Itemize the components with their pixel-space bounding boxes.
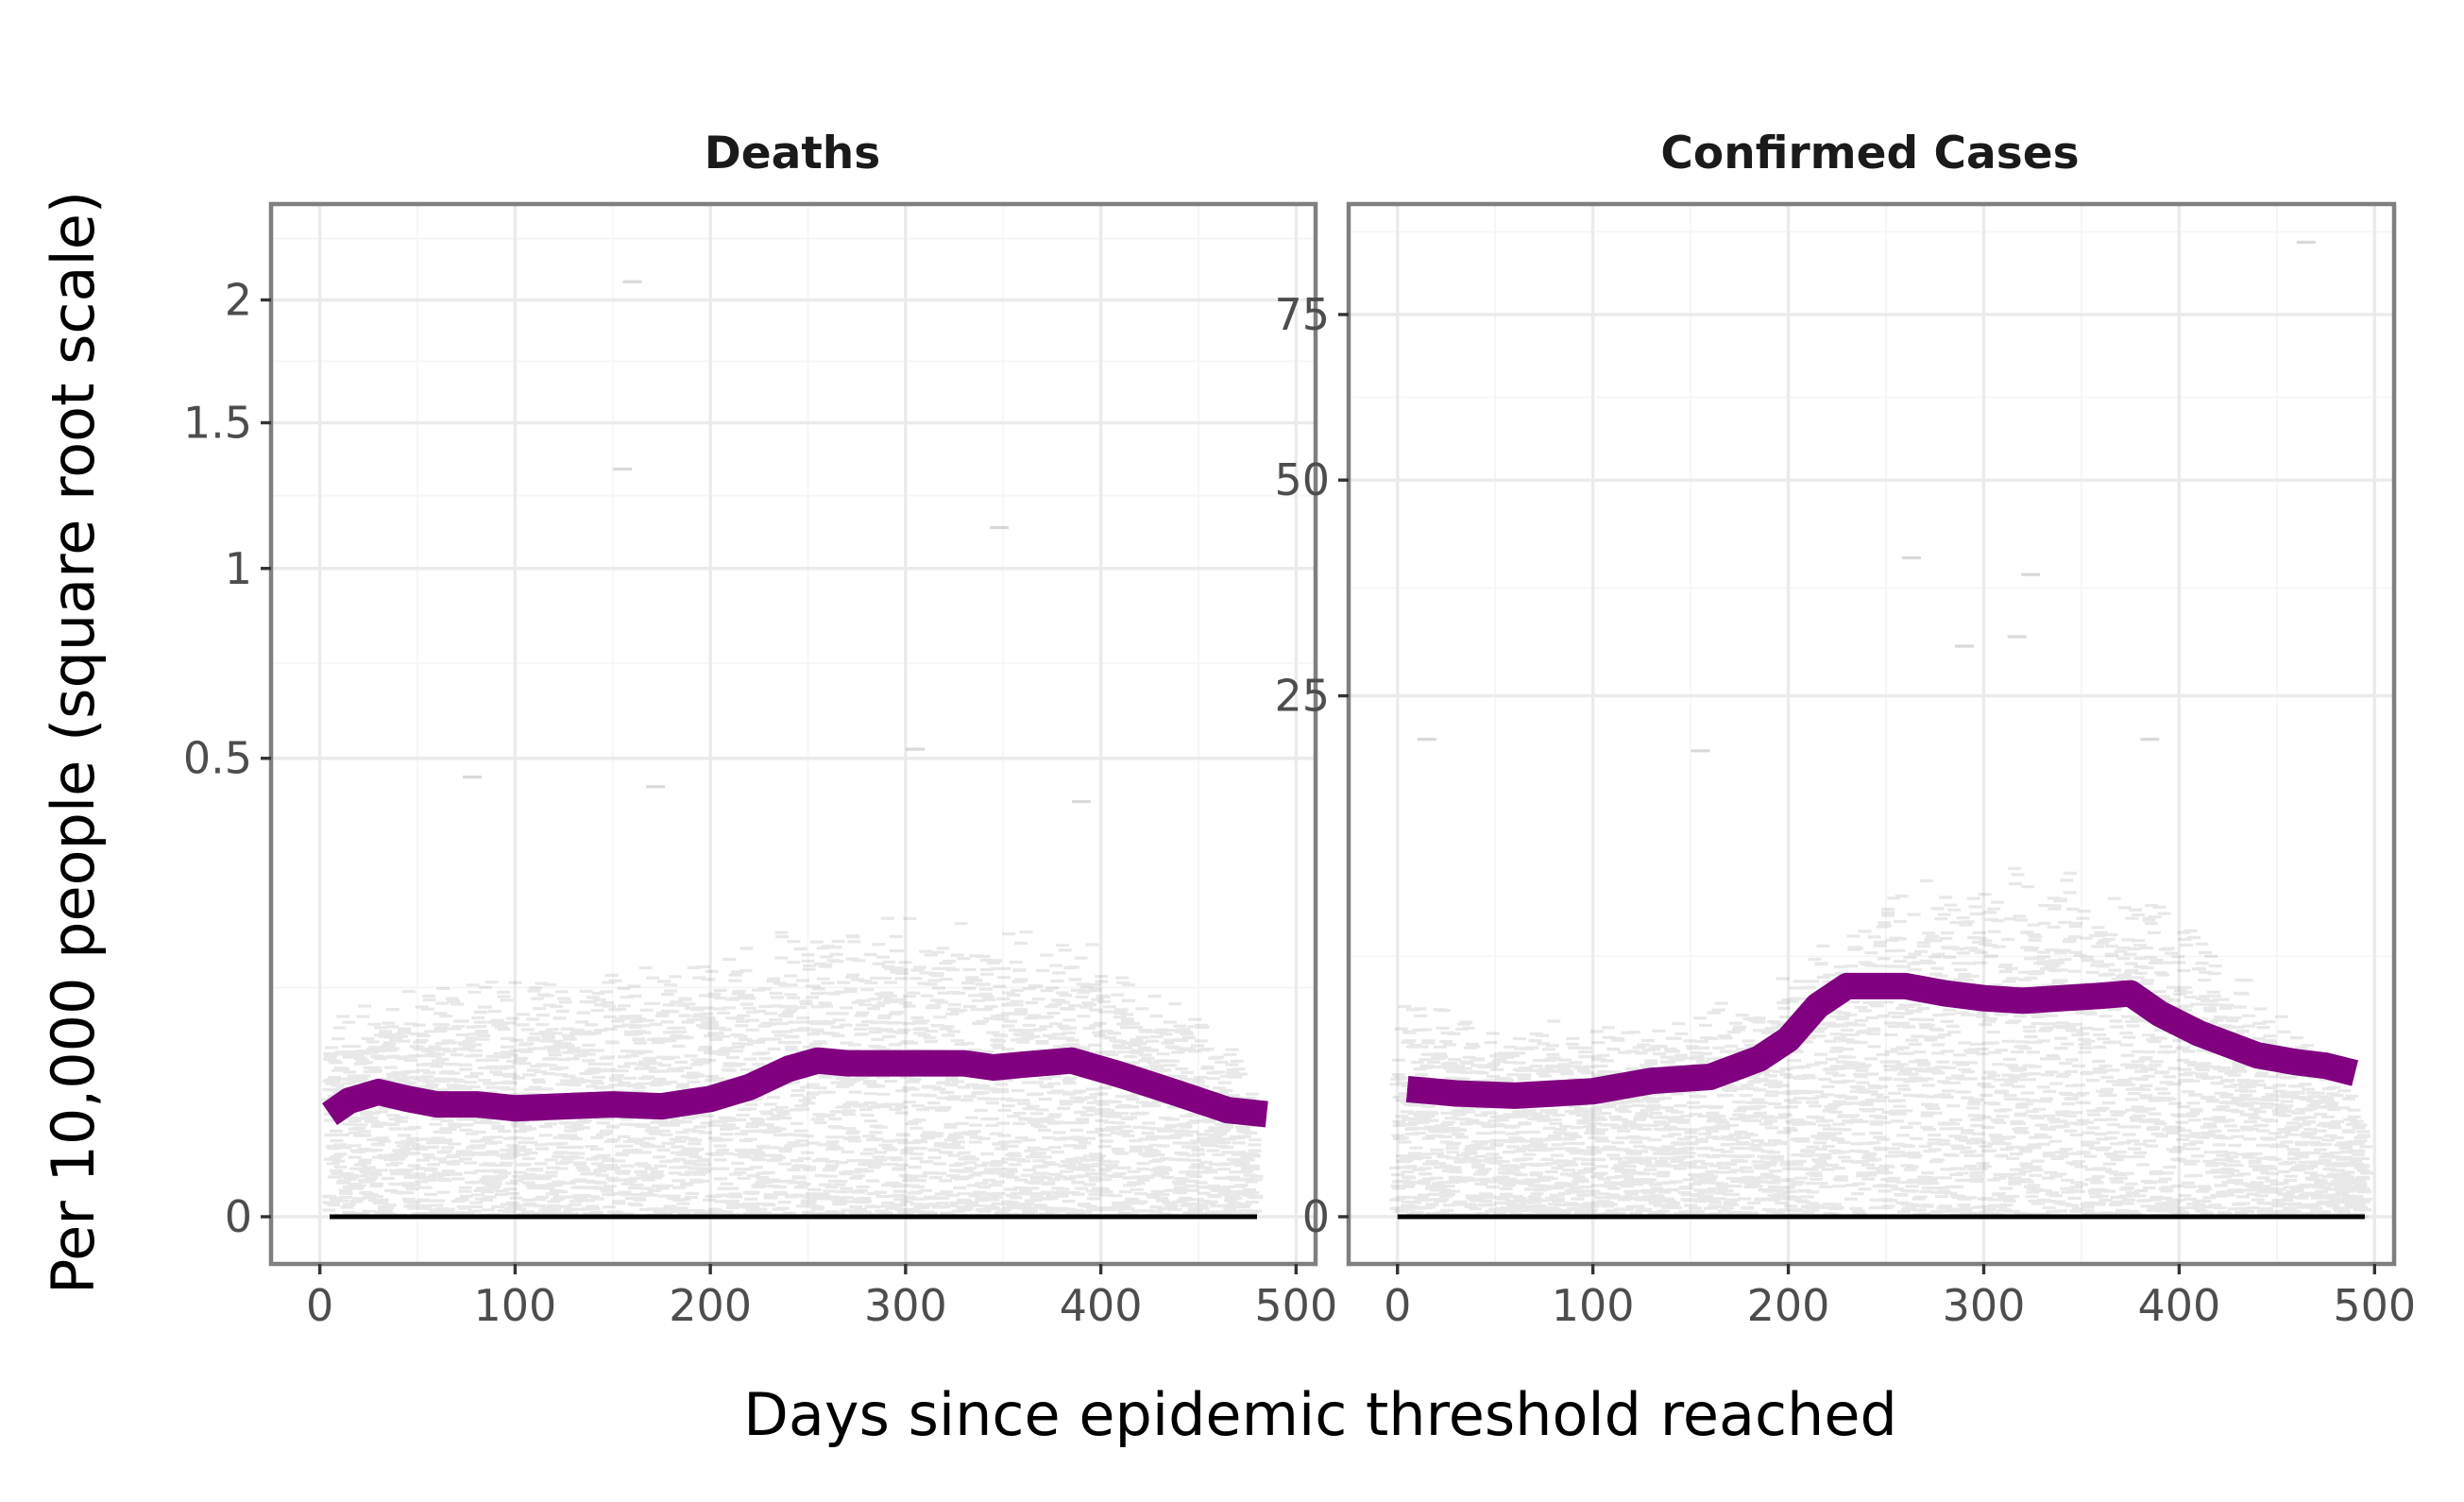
x-tick-label: 300 [864,1280,947,1331]
y-tick-label: 75 [1274,289,1330,340]
x-tick-label: 200 [1747,1280,1830,1331]
x-tick-label: 400 [2137,1280,2220,1331]
panel-border [1346,201,2397,1267]
y-tick-label: 50 [1274,454,1330,505]
facet-title-deaths: Deaths [705,128,881,179]
x-tick-label: 0 [306,1280,333,1331]
x-tick-label: 300 [1943,1280,2026,1331]
x-tick-label: 500 [1254,1280,1337,1331]
trend-line [1405,972,2359,1109]
facet-title-confirmed-cases: Confirmed Cases [1660,128,2079,179]
y-tick-label: 1.5 [183,398,252,449]
y-axis-title: Per 10,000 people (square root scale) [39,191,108,1294]
x-tick-label: 0 [1384,1280,1411,1331]
y-tick-label: 0 [225,1191,252,1242]
y-tick-label: 1 [225,543,252,594]
y-tick-label: 2 [225,274,252,325]
trend-line [322,1047,1268,1128]
panel-confirmed-cases: 0 100 200 300 400 500 0 25 50 75 [1274,201,2416,1331]
axes: 0 100 200 300 400 500 0 25 50 75 [1274,289,2416,1331]
y-tick-label: 0 [1302,1191,1330,1242]
y-tick-label: 25 [1274,671,1330,722]
y-tick-label: 0.5 [183,733,252,784]
x-axis-title: Days since epidemic threshold reached [743,1380,1897,1449]
x-tick-label: 100 [1552,1280,1635,1331]
x-tick-label: 100 [474,1280,557,1331]
x-tick-label: 400 [1060,1280,1143,1331]
panel-border [268,201,1318,1267]
x-tick-label: 200 [669,1280,752,1331]
x-tick-label: 500 [2333,1280,2416,1331]
